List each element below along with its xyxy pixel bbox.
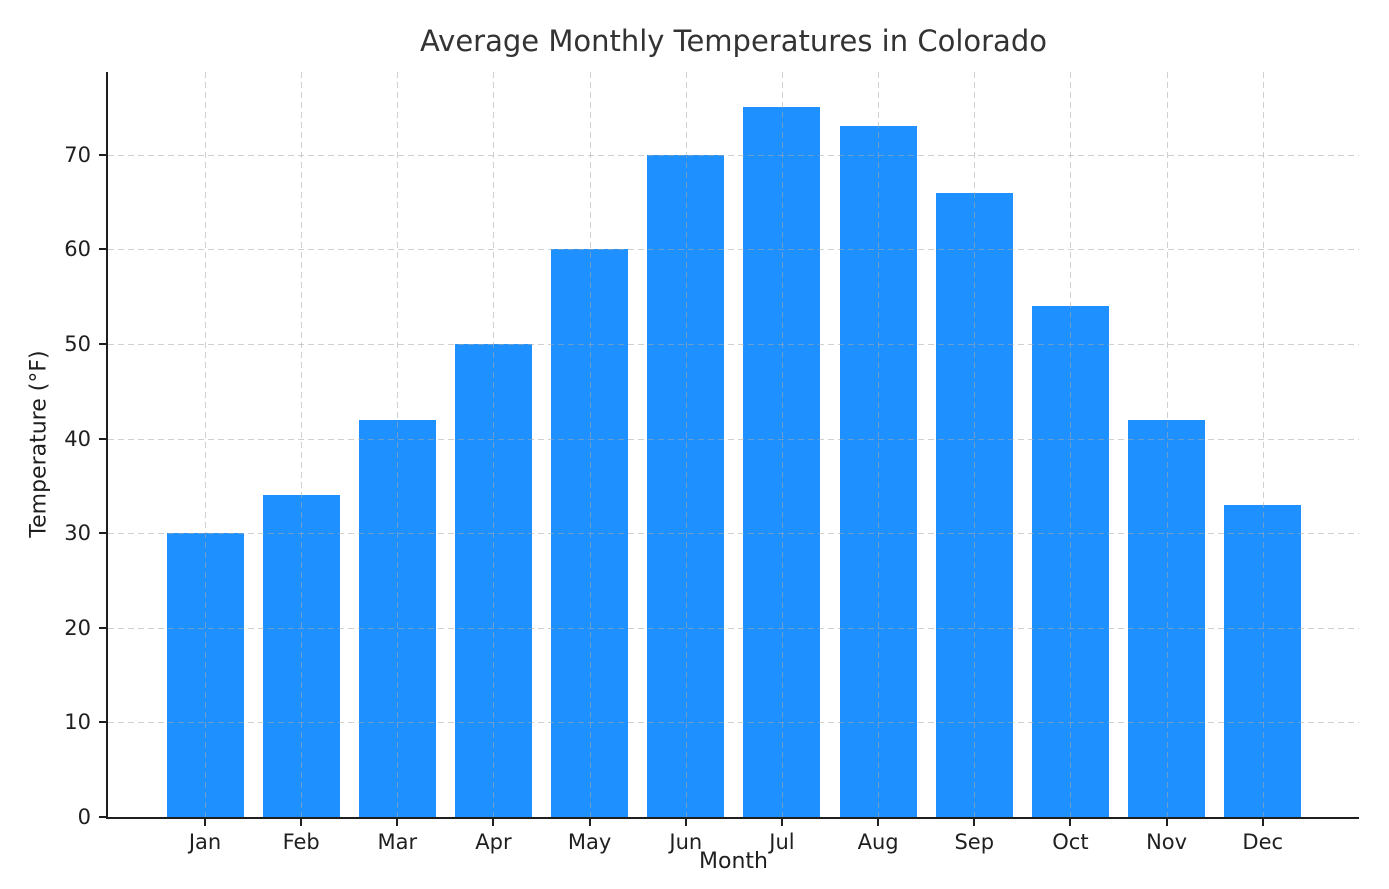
x-tick — [492, 819, 495, 826]
gridline-vertical — [493, 72, 495, 817]
y-tick — [99, 437, 106, 440]
x-tick — [1165, 819, 1168, 826]
x-tick — [396, 819, 399, 826]
x-tick — [300, 819, 303, 826]
x-tick-label: Apr — [475, 830, 512, 854]
x-tick — [684, 819, 687, 826]
x-tick — [204, 819, 206, 826]
x-axis-label: Month — [699, 849, 768, 874]
y-tick-label: 10 — [64, 710, 91, 735]
y-axis-spine — [106, 72, 108, 819]
y-tick — [99, 626, 106, 629]
gridline-vertical — [1070, 72, 1072, 817]
gridline-vertical — [397, 72, 399, 817]
gridline-horizontal — [108, 438, 1359, 440]
gridline-vertical — [1262, 72, 1264, 817]
y-tick — [99, 816, 106, 818]
gridline-horizontal — [108, 533, 1359, 535]
y-tick-label: 70 — [64, 142, 91, 167]
y-tick — [99, 721, 106, 724]
gridline-horizontal — [108, 722, 1359, 724]
x-axis-spine — [106, 817, 1359, 819]
gridline-vertical — [685, 72, 687, 817]
gridline-vertical — [974, 72, 976, 817]
x-tick-label: Aug — [857, 830, 899, 854]
x-tick — [1069, 819, 1072, 826]
x-tick-label: Jul — [769, 830, 795, 854]
x-tick — [877, 819, 880, 826]
gridline-vertical — [301, 72, 303, 817]
x-tick-label: Mar — [377, 830, 418, 854]
gridline-vertical — [781, 72, 783, 817]
gridline-vertical — [878, 72, 880, 817]
y-tick — [99, 342, 106, 345]
y-tick-label: 60 — [64, 237, 91, 262]
gridline-vertical — [205, 72, 206, 817]
x-tick-label: Jun — [669, 830, 703, 854]
y-tick — [99, 532, 106, 535]
y-tick-label: 30 — [64, 521, 91, 546]
x-tick — [588, 819, 591, 826]
y-tick — [99, 248, 106, 251]
x-tick-label: May — [567, 830, 612, 854]
gridline-horizontal — [108, 249, 1359, 251]
x-tick — [973, 819, 976, 826]
y-tick-label: 20 — [64, 615, 91, 640]
y-tick — [99, 153, 106, 156]
gridline-horizontal — [108, 627, 1359, 629]
x-tick-label: Oct — [1052, 830, 1089, 854]
y-tick-label: 0 — [77, 805, 91, 829]
y-tick-label: 40 — [64, 426, 91, 451]
x-tick-label: Sep — [954, 830, 995, 854]
gridline-vertical — [1166, 72, 1168, 817]
x-tick-label: Nov — [1146, 830, 1188, 854]
gridline-horizontal — [108, 154, 1359, 156]
x-tick — [1261, 819, 1264, 826]
gridline-vertical — [589, 72, 591, 817]
x-tick-label: Feb — [282, 830, 320, 854]
chart-title: Average Monthly Temperatures in Colorado — [420, 24, 1047, 58]
x-tick — [780, 819, 783, 826]
x-tick-label: Dec — [1242, 830, 1284, 854]
gridline-horizontal — [108, 343, 1359, 345]
y-tick-label: 50 — [64, 331, 91, 356]
x-tick-label: Jan — [188, 830, 222, 854]
